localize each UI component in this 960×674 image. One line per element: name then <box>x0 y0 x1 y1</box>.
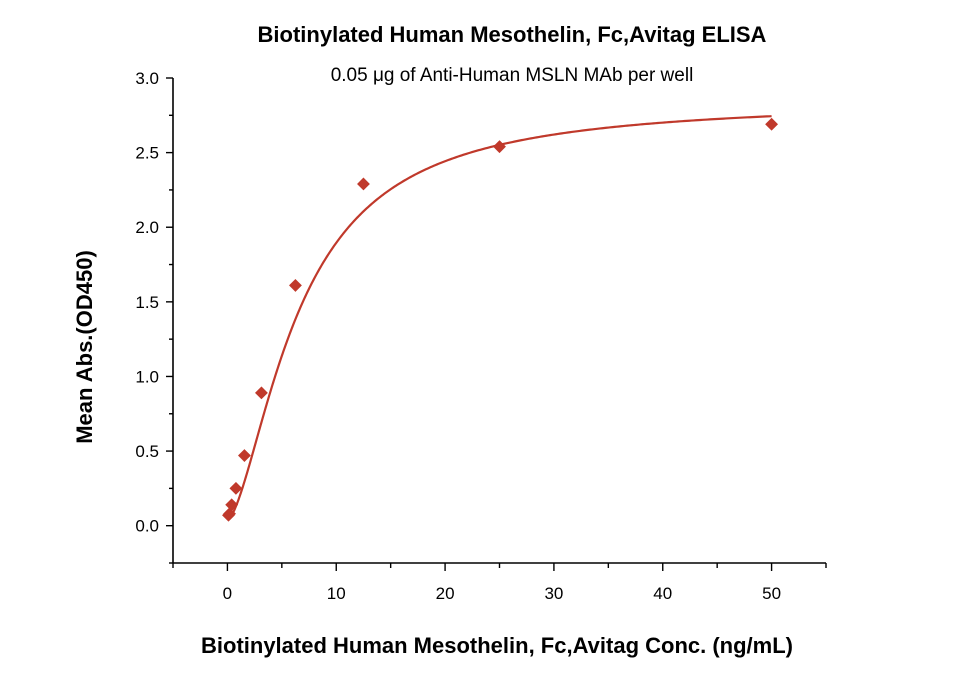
data-point <box>223 507 236 521</box>
y-tick-label: 1.0 <box>135 367 159 386</box>
fit-curve-layer <box>227 115 772 521</box>
data-points-layer <box>222 117 779 522</box>
y-tick-label: 0.5 <box>135 442 159 461</box>
x-axis-label: Biotinylated Human Mesothelin, Fc,Avitag… <box>201 633 793 658</box>
axes: 0.0 0.5 1.0 1.5 2.0 2.5 3.0 0 10 20 30 40 50 <box>135 69 827 603</box>
y-tick-label: 0.0 <box>135 517 159 536</box>
y-tick-label: 1.5 <box>135 293 159 312</box>
fit-curve <box>227 115 772 521</box>
y-axis-label: Mean Abs.(OD450) <box>72 250 97 444</box>
chart-title: Biotinylated Human Mesothelin, Fc,Avitag… <box>258 22 767 47</box>
data-point <box>357 177 370 191</box>
data-point <box>289 279 302 292</box>
x-tick-label: 50 <box>762 584 781 603</box>
x-tick-label: 0 <box>223 584 232 603</box>
x-tick-label: 40 <box>653 584 672 603</box>
x-tick-label: 20 <box>436 584 455 603</box>
data-point <box>255 386 268 400</box>
data-point <box>493 140 506 154</box>
y-tick-label: 3.0 <box>135 69 159 88</box>
data-point <box>229 481 243 495</box>
x-tick-label: 30 <box>544 584 563 603</box>
data-point <box>765 117 779 131</box>
data-point <box>238 449 251 462</box>
data-point <box>225 498 239 512</box>
y-tick-label: 2.0 <box>135 218 159 237</box>
x-tick-label: 10 <box>327 584 346 603</box>
chart-subtitle: 0.05 μg of Anti-Human MSLN MAb per well <box>331 65 694 86</box>
y-tick-label: 2.5 <box>135 144 159 163</box>
